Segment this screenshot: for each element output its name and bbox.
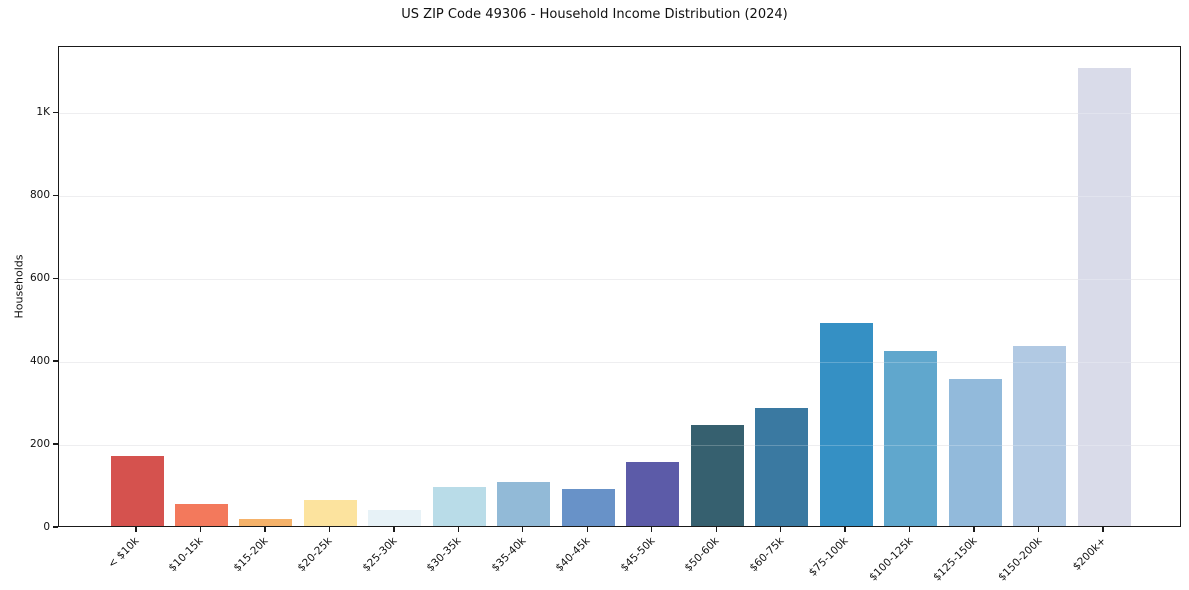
x-tick-mark xyxy=(908,527,911,532)
x-tick-mark xyxy=(715,527,717,532)
x-tick-mark xyxy=(264,527,266,532)
bar-$25-30k xyxy=(368,509,422,526)
gridline xyxy=(59,112,1180,114)
plot-area xyxy=(58,46,1181,527)
x-tick-mark xyxy=(651,527,653,532)
x-tick-mark xyxy=(1102,527,1104,532)
y-tick-label: 200 xyxy=(29,438,50,451)
y-tick-label: 600 xyxy=(29,272,50,285)
bar-$150-200k xyxy=(1013,346,1067,526)
gridline-overlay xyxy=(59,112,1180,114)
bar-$50-60k xyxy=(690,425,744,526)
bar-$100-125k xyxy=(884,351,938,526)
y-tick-label: 800 xyxy=(29,189,50,202)
x-tick-mark xyxy=(522,527,524,532)
bar-$75-100k xyxy=(819,323,873,526)
gridline xyxy=(59,444,1180,446)
bar-$10-15k xyxy=(174,504,228,526)
y-tick-mark xyxy=(53,526,58,528)
bar-$45-50k xyxy=(626,461,680,526)
y-tick-label: 400 xyxy=(29,355,50,368)
gridline xyxy=(59,278,1180,280)
x-tick-mark xyxy=(1037,527,1040,532)
bar-$60-75k xyxy=(755,407,809,526)
x-tick-label: < $10k xyxy=(105,535,142,571)
gridline-overlay xyxy=(59,278,1180,280)
y-tick-mark xyxy=(53,277,58,279)
y-tick-label: 0 xyxy=(43,521,50,533)
x-tick-mark xyxy=(844,527,846,532)
bar-$15-20k xyxy=(239,519,293,526)
x-tick-mark xyxy=(973,527,975,532)
x-tick-mark xyxy=(328,527,331,532)
x-tick-mark xyxy=(586,527,588,532)
bar-$40-45k xyxy=(561,488,615,526)
x-tick-mark xyxy=(393,527,395,532)
x-tick-mark xyxy=(135,527,137,532)
bar-$125-150k xyxy=(948,378,1002,526)
bar-$35-40k xyxy=(497,482,551,526)
gridline xyxy=(59,361,1180,363)
y-tick-mark xyxy=(53,443,58,445)
y-axis-label: Households xyxy=(12,254,26,319)
bar-$200k+ xyxy=(1077,67,1131,526)
x-tick-mark xyxy=(199,527,202,532)
chart-title: US ZIP Code 49306 - Household Income Dis… xyxy=(401,7,788,22)
y-tick-mark xyxy=(53,360,58,362)
bar-$30-35k xyxy=(432,487,486,526)
gridline-overlay xyxy=(59,195,1180,197)
bar-$20-25k xyxy=(303,500,357,526)
gridline-overlay xyxy=(59,444,1180,446)
gridline-overlay xyxy=(59,361,1180,363)
x-tick-mark xyxy=(780,527,782,532)
bar-< $10k xyxy=(110,456,164,526)
x-tick-mark xyxy=(457,527,459,532)
y-tick-label: 1K xyxy=(36,106,50,119)
y-tick-mark xyxy=(53,111,58,113)
y-tick-mark xyxy=(53,194,58,196)
gridline xyxy=(59,195,1180,197)
